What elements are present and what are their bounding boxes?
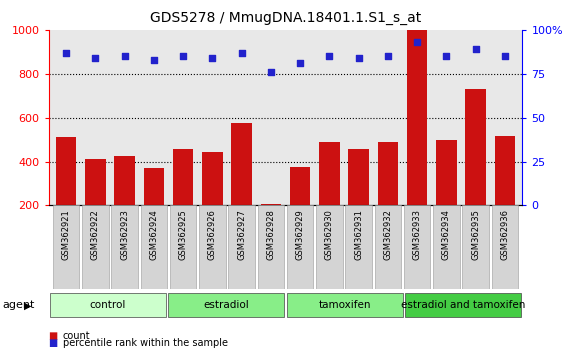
Text: GSM362930: GSM362930 [325,210,334,260]
Point [471,46,480,52]
Text: control: control [90,300,126,310]
Text: GSM362934: GSM362934 [442,210,451,260]
Text: GDS5278 / MmugDNA.18401.1.S1_s_at: GDS5278 / MmugDNA.18401.1.S1_s_at [150,11,421,25]
Point [149,57,158,63]
FancyBboxPatch shape [375,205,401,289]
Text: GSM362936: GSM362936 [500,210,509,261]
Bar [231,123,252,249]
Point [266,69,275,75]
FancyBboxPatch shape [316,205,343,289]
Point [296,61,305,66]
FancyBboxPatch shape [111,205,138,289]
Point [442,53,451,59]
Bar [494,136,515,249]
FancyBboxPatch shape [433,205,460,289]
FancyBboxPatch shape [404,205,431,289]
Text: GSM362935: GSM362935 [471,210,480,260]
Bar [56,137,77,249]
FancyBboxPatch shape [287,205,313,289]
Point [500,53,509,59]
Text: GSM362922: GSM362922 [91,210,100,260]
Text: tamoxifen: tamoxifen [319,300,371,310]
FancyBboxPatch shape [170,205,196,289]
Text: GSM362924: GSM362924 [150,210,158,260]
Point [91,55,100,61]
Text: GSM362929: GSM362929 [296,210,304,260]
FancyBboxPatch shape [199,205,226,289]
Text: GSM362923: GSM362923 [120,210,129,260]
Point [62,50,71,56]
Point [179,53,188,59]
Text: ■: ■ [49,331,58,341]
Point [237,50,246,56]
Text: GSM362932: GSM362932 [383,210,392,260]
Text: percentile rank within the sample: percentile rank within the sample [63,338,228,348]
Bar [173,149,194,249]
Bar [319,142,340,249]
FancyBboxPatch shape [50,293,166,317]
Point [120,53,129,59]
Text: GSM362926: GSM362926 [208,210,217,260]
FancyBboxPatch shape [168,293,284,317]
Bar [202,152,223,249]
Bar [348,149,369,249]
Text: ■: ■ [49,338,58,348]
Text: agent: agent [3,300,35,310]
Bar [377,142,398,249]
Bar [114,156,135,249]
FancyBboxPatch shape [405,293,521,317]
Text: GSM362931: GSM362931 [354,210,363,260]
Bar [465,89,486,249]
FancyBboxPatch shape [345,205,372,289]
Point [383,53,392,59]
Bar [144,168,164,249]
FancyBboxPatch shape [287,293,403,317]
Text: estradiol: estradiol [203,300,249,310]
Text: count: count [63,331,90,341]
Bar [260,204,281,249]
Text: GSM362925: GSM362925 [179,210,188,260]
FancyBboxPatch shape [140,205,167,289]
FancyBboxPatch shape [82,205,108,289]
Point [325,53,334,59]
Text: ▶: ▶ [23,300,31,310]
FancyBboxPatch shape [53,205,79,289]
Text: estradiol and tamoxifen: estradiol and tamoxifen [401,300,525,310]
Text: GSM362921: GSM362921 [62,210,71,260]
Bar [436,139,457,249]
Text: GSM362928: GSM362928 [267,210,275,260]
FancyBboxPatch shape [463,205,489,289]
Point [208,55,217,61]
Point [354,55,363,61]
Text: GSM362933: GSM362933 [413,210,421,261]
Text: GSM362927: GSM362927 [237,210,246,260]
Bar [290,167,311,249]
FancyBboxPatch shape [228,205,255,289]
Bar [85,159,106,249]
Bar [407,30,427,249]
FancyBboxPatch shape [492,205,518,289]
FancyBboxPatch shape [258,205,284,289]
Point [413,40,422,45]
